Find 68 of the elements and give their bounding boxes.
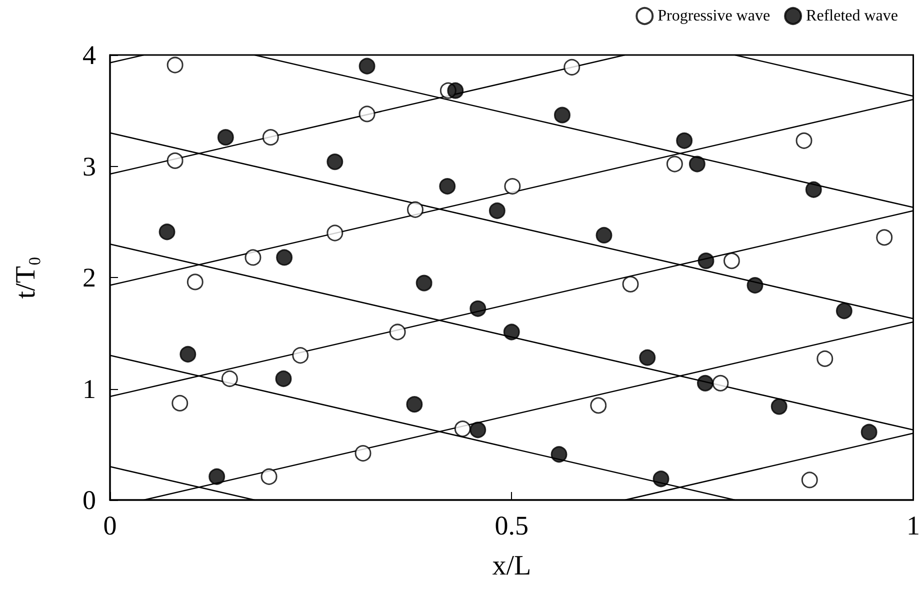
point [439,178,456,195]
point [158,224,176,240]
point [796,132,812,149]
x-tick-label: 0.5 [494,510,528,540]
point [186,274,204,290]
y-tick-label: 1 [82,374,96,404]
legend-label: Refleted wave [806,8,898,24]
point [503,324,520,340]
legend-label: Progressive wave [658,8,770,24]
y-tick-label: 0 [82,485,96,515]
point [292,347,309,364]
point [180,346,196,363]
x-tick-label: 0 [103,510,117,540]
point [622,276,639,292]
point [275,370,292,387]
point [166,152,184,169]
point [639,349,656,366]
point [166,56,184,74]
point [260,468,278,485]
point [550,446,568,463]
point [801,472,818,488]
point [723,252,740,270]
point [590,397,607,414]
point [860,424,878,440]
point [488,202,506,219]
point [326,224,344,242]
point [470,300,486,317]
point [244,249,262,266]
point [389,324,406,340]
point [208,468,226,485]
point [554,106,570,124]
point [696,374,714,392]
point [504,178,521,195]
y-tick-label: 3 [82,151,96,182]
point [746,277,764,294]
point [416,274,432,292]
x-axis-title: x/L [492,550,532,582]
point [454,420,471,438]
y-axis-title: t/T₀ [10,256,42,299]
point [358,106,376,122]
point [836,302,852,320]
point [276,249,293,266]
point [652,470,670,488]
y-tick-label: 4 [82,40,96,70]
point [217,129,234,146]
point [564,58,580,76]
point [596,226,612,244]
x-tick-label: 1 [906,510,920,540]
point [407,201,424,218]
point [698,252,714,270]
point [221,370,238,387]
point [262,129,279,146]
point [676,132,693,149]
point [358,58,376,74]
point [805,181,822,198]
point [876,229,893,246]
point [326,154,344,170]
point [666,156,683,172]
point [406,396,423,413]
point [816,350,834,367]
y-tick-label: 2 [82,262,96,292]
point [688,156,706,172]
point [172,394,188,412]
point [712,374,729,392]
point [447,82,464,99]
point [770,398,788,415]
point [470,422,486,438]
point [354,445,372,462]
